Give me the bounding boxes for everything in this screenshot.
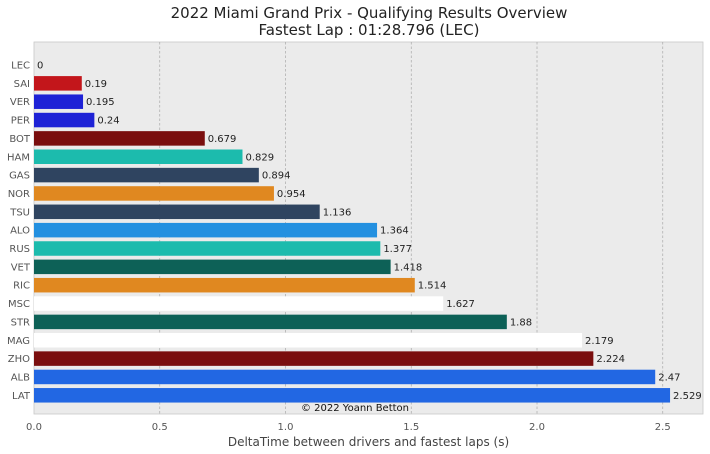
bar-value-label: 2.179 xyxy=(585,336,614,347)
y-tick-label: LEC xyxy=(11,61,30,72)
x-tick-label: 0.0 xyxy=(26,422,42,433)
bar-ver xyxy=(34,94,84,109)
bar-value-label: 0.19 xyxy=(85,79,107,90)
bar-ham xyxy=(34,149,243,164)
y-tick-label: ALO xyxy=(10,226,30,237)
y-tick-label: BOT xyxy=(9,134,31,145)
bar-value-label: 0.24 xyxy=(97,116,119,127)
bar-lat xyxy=(34,388,671,403)
bar-value-label: 2.47 xyxy=(658,372,680,383)
y-tick-labels: LEC SAI VER PER BOT HAM GAS NOR TSU ALO RUS VET RIC M… xyxy=(7,61,31,402)
y-tick-label: MAG xyxy=(7,336,30,347)
bar-value-label: 0.954 xyxy=(277,189,306,200)
y-tick-label: HAM xyxy=(7,152,30,163)
x-axis-title: DeltaTime between drivers and fastest la… xyxy=(228,435,509,449)
bar-value-label: 1.364 xyxy=(380,226,409,237)
y-tick-label: LAT xyxy=(12,391,31,402)
bar-value-label: 1.514 xyxy=(418,281,447,292)
credit-annotation: © 2022 Yoann Betton xyxy=(301,403,409,414)
y-tick-label: STR xyxy=(11,317,30,328)
x-tick-label: 1.5 xyxy=(403,422,419,433)
y-tick-label: VER xyxy=(10,97,30,108)
bar-per xyxy=(34,112,95,128)
bar-value-label: 1.136 xyxy=(323,207,352,218)
bar-vet xyxy=(34,259,391,275)
bar-gas xyxy=(34,167,259,183)
bar-value-label: 0 xyxy=(37,61,43,72)
bar-mag xyxy=(34,333,583,348)
y-tick-label: VET xyxy=(11,262,31,273)
bar-value-label: 1.627 xyxy=(446,299,475,310)
y-tick-label: ZHO xyxy=(8,354,30,365)
chart-subtitle: Fastest Lap : 01:28.796 (LEC) xyxy=(258,21,480,39)
bar-value-label: 0.679 xyxy=(208,134,237,145)
bar-rus xyxy=(34,241,381,256)
chart-title-block: 2022 Miami Grand Prix - Qualifying Resul… xyxy=(0,5,710,39)
x-tick-label: 1.0 xyxy=(278,422,294,433)
bar-alb xyxy=(34,369,656,385)
bar-alo xyxy=(34,222,378,238)
bar-tsu xyxy=(34,204,320,220)
x-tick-label: 2.0 xyxy=(529,422,545,433)
bar-str xyxy=(34,314,507,330)
y-tick-label: RIC xyxy=(13,281,30,292)
bar-value-label: 1.88 xyxy=(510,317,532,328)
bar-bot xyxy=(34,131,205,146)
y-tick-label: SAI xyxy=(14,79,30,90)
y-tick-label: GAS xyxy=(9,171,30,182)
bars: 0 0.19 0.195 0.24 0.679 0.829 0.894 0.954 1.136 1… xyxy=(34,61,702,403)
bar-zho xyxy=(34,351,594,366)
bar-value-label: 2.529 xyxy=(673,391,702,402)
chart-title: 2022 Miami Grand Prix - Qualifying Resul… xyxy=(170,4,568,22)
x-tick-label: 0.5 xyxy=(152,422,168,433)
y-tick-label: ALB xyxy=(11,372,30,383)
bar-value-label: 0.195 xyxy=(86,97,115,108)
bar-value-label: 2.224 xyxy=(596,354,625,365)
x-tick-labels: 0.0 0.5 1.0 1.5 2.0 2.5 xyxy=(26,422,671,433)
y-tick-label: RUS xyxy=(9,244,30,255)
x-tick-label: 2.5 xyxy=(655,422,671,433)
bar-ric xyxy=(34,277,415,293)
bar-sai xyxy=(34,76,82,91)
bar-value-label: 0.894 xyxy=(262,171,291,182)
y-tick-label: MSC xyxy=(8,299,30,310)
bar-value-label: 0.829 xyxy=(245,152,274,163)
y-tick-label: PER xyxy=(11,116,30,127)
y-tick-label: NOR xyxy=(8,189,30,200)
bar-nor xyxy=(34,186,274,201)
bar-value-label: 1.377 xyxy=(383,244,412,255)
y-tick-label: TSU xyxy=(9,207,30,218)
bar-value-label: 1.418 xyxy=(394,262,423,273)
bar-msc xyxy=(34,296,444,311)
